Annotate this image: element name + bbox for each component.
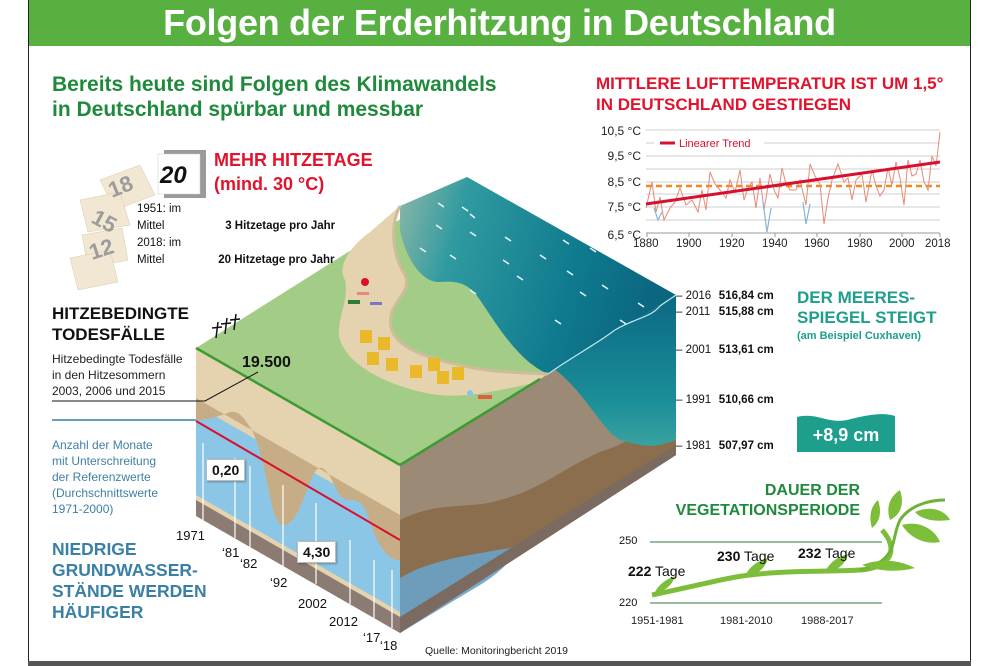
sea-row-2016: – 2016 516,84 cm bbox=[676, 290, 774, 302]
hitzetage-row-1951: 1951: im Mittel 3 Hitzetage pro Jahr bbox=[137, 203, 336, 232]
sea-title-line-2: SPIEGEL STEIGT bbox=[797, 308, 937, 327]
temp-xtick-1920: 1920 bbox=[719, 238, 745, 250]
grundwasser-value-high: 4,30 bbox=[297, 541, 337, 563]
todesfaelle-text-3: 2003, 2006 und 2015 bbox=[52, 384, 166, 398]
header-banner: Folgen der Erderhitzung in Deutschland bbox=[29, 0, 970, 46]
grundwasser-title-3: STÄNDE WERDEN bbox=[52, 581, 207, 601]
sea-row-2011: – 2011 515,88 cm bbox=[676, 306, 774, 318]
gw-year-82: ‘82 bbox=[240, 556, 258, 571]
sea-row-1991: – 1991 510,66 cm bbox=[676, 394, 774, 406]
subtitle-line-2: in Deutschland spürbar und messbar bbox=[52, 98, 424, 121]
grundwasser-text-3: der Referenzwerte bbox=[52, 470, 151, 484]
block-front-face bbox=[195, 348, 401, 633]
temperature-chart: Linearer Trend bbox=[645, 129, 941, 237]
temp-xtick-1900: 1900 bbox=[676, 238, 702, 250]
subtitle: Bereits heute sind Folgen des Klimawande… bbox=[52, 72, 572, 122]
todesfaelle-title: HITZEBEDINGTE TODESFÄLLE bbox=[52, 303, 189, 345]
temp-xtick-2018: 2018 bbox=[925, 238, 951, 250]
cold-year-markers bbox=[653, 201, 811, 233]
veg-period-2: 1981-2010 bbox=[720, 615, 773, 627]
beach-chairs bbox=[360, 330, 464, 384]
gw-year-17: ‘17 bbox=[363, 630, 381, 645]
veg-period-1: 1951-1981 bbox=[631, 615, 684, 627]
grundwasser-description: Anzahl der Monate mit Unterschreitung de… bbox=[52, 437, 212, 517]
grundwasser-text-5: 1971-2000) bbox=[52, 502, 114, 516]
grundwasser-text-1: Anzahl der Monate bbox=[52, 438, 153, 452]
vegetation-title-line-2: VEGETATIONSPERIODE bbox=[675, 502, 860, 519]
temp-ytick-8-5: 8,5 °C bbox=[607, 175, 641, 189]
temperature-title-line-2: IN DEUTSCHLAND GESTIEGEN bbox=[596, 95, 852, 114]
hitzetage-title: MEHR HITZETAGE (mind. 30 °C) bbox=[214, 148, 373, 196]
veg-axis-220: 220 bbox=[619, 597, 638, 609]
calendar-day-number: 20 bbox=[159, 162, 187, 189]
grundwasser-title-1: NIEDRIGE bbox=[52, 539, 137, 559]
bottom-border bbox=[28, 661, 971, 666]
sea-level-title: DER MEERES- SPIEGEL STEIGT bbox=[797, 288, 937, 328]
gw-year-2002: 2002 bbox=[298, 596, 327, 611]
source-credit: Quelle: Monitoringbericht 2019 bbox=[425, 645, 569, 657]
gw-year-18: ‘18 bbox=[380, 638, 398, 653]
temp-ytick-9-5: 9,5 °C bbox=[607, 149, 641, 163]
todesfaelle-text-2: in den Hitzesommern bbox=[52, 368, 166, 382]
veg-point-230: 230 Tage bbox=[717, 548, 775, 564]
hitzetage-stats: 1951: im Mittel 3 Hitzetage pro Jahr 201… bbox=[137, 201, 335, 269]
vegetation-title-line-1: DAUER DER bbox=[764, 482, 860, 499]
subtitle-line-1: Bereits heute sind Folgen des Klimawande… bbox=[52, 73, 497, 96]
veg-axis-250: 250 bbox=[619, 535, 638, 547]
temp-xtick-1960: 1960 bbox=[804, 238, 830, 250]
veg-period-3: 1988-2017 bbox=[801, 615, 854, 627]
sea-level-increase-badge: +8,9 cm bbox=[812, 425, 880, 445]
linear-trend-line bbox=[645, 160, 941, 206]
todesfaelle-description: Hitzebedingte Todesfälle in den Hitzesom… bbox=[52, 351, 212, 399]
temp-xtick-1940: 1940 bbox=[762, 238, 788, 250]
veg-point-232: 232 Tage bbox=[798, 545, 856, 561]
todesfaelle-value: 19.500 bbox=[242, 354, 291, 371]
grundwasser-title: NIEDRIGE GRUNDWASSER- STÄNDE WERDEN HÄUF… bbox=[52, 539, 207, 623]
vine-leaves bbox=[655, 490, 950, 592]
grundwasser-text-4: (Durchschnittswerte bbox=[52, 486, 159, 500]
grundwasser-title-2: GRUNDWASSER- bbox=[52, 560, 198, 580]
hitzetage-title-line-2: (mind. 30 °C) bbox=[214, 174, 325, 194]
sea-title-line-1: DER MEERES- bbox=[797, 288, 916, 307]
temp-xtick-1980: 1980 bbox=[847, 238, 873, 250]
gw-year-1971: 1971 bbox=[176, 528, 205, 543]
sea-waves bbox=[419, 202, 645, 325]
temp-ytick-10-5: 10,5 °C bbox=[600, 124, 641, 138]
sea-badge-wave bbox=[797, 414, 895, 452]
gw-year-92: ‘92 bbox=[270, 575, 288, 590]
grundwasser-value-low: 0,20 bbox=[206, 459, 246, 481]
temperature-title-line-1: MITTLERE LUFTTEMPERATUR IST UM 1,5° bbox=[596, 74, 944, 93]
sea-row-1981: – 1981 507,97 cm bbox=[676, 440, 774, 452]
sea-level-subtitle: (am Beispiel Cuxhaven) bbox=[797, 330, 922, 342]
hitzetage-title-line-1: MEHR HITZETAGE bbox=[214, 150, 373, 170]
temperature-series-line bbox=[645, 131, 941, 225]
vegetation-title: DAUER DER VEGETATIONSPERIODE bbox=[660, 481, 860, 521]
page-title: Folgen der Erderhitzung in Deutschland bbox=[163, 2, 836, 43]
gw-year-2012: 2012 bbox=[329, 614, 358, 629]
todesfaelle-text-1: Hitzebedingte Todesfälle bbox=[52, 352, 183, 366]
block-right-face bbox=[400, 295, 676, 633]
temp-xtick-1880: 1880 bbox=[633, 238, 659, 250]
hitzetage-row-2018: 2018: im Mittel 20 Hitzetage pro Jahr bbox=[137, 237, 335, 266]
todesfaelle-title-line-2: TODESFÄLLE bbox=[52, 325, 166, 344]
grundwasser-text-2: mit Unterschreitung bbox=[52, 454, 157, 468]
temp-ytick-6-5: 6,5 °C bbox=[607, 228, 641, 242]
grave-crosses-icon bbox=[211, 313, 241, 339]
gw-year-81: ‘81 bbox=[222, 545, 240, 560]
veg-point-222: 222 Tage bbox=[628, 563, 686, 579]
sea-row-2001: – 2001 513,61 cm bbox=[676, 344, 774, 356]
temp-xtick-2000: 2000 bbox=[889, 238, 915, 250]
temp-ytick-7-5: 7,5 °C bbox=[607, 200, 641, 214]
grundwasser-title-4: HÄUFIGER bbox=[52, 602, 144, 622]
vegetation-vine-chart bbox=[650, 490, 950, 604]
legend-trend-label: Linearer Trend bbox=[679, 138, 751, 150]
block-top-face bbox=[195, 177, 677, 467]
todesfaelle-title-line-1: HITZEBEDINGTE bbox=[52, 304, 189, 323]
temperature-title: MITTLERE LUFTTEMPERATUR IST UM 1,5° IN D… bbox=[596, 73, 966, 115]
calendar-pages-illustration: 18 15 12 20 bbox=[69, 150, 206, 291]
vine-stem bbox=[651, 528, 894, 598]
